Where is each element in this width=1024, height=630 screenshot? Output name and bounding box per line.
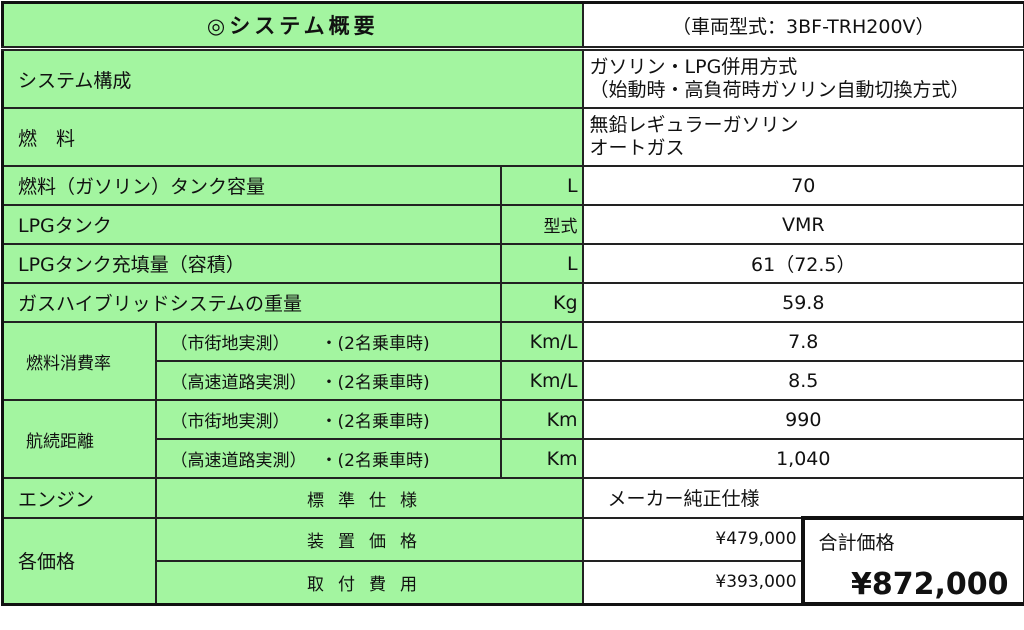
vehicle-model: （車両型式：3BF-TRH200V） bbox=[581, 1, 1024, 51]
lpg-fill-value: 61（72.5） bbox=[581, 243, 1024, 284]
lpg-fill-label: LPGタンク充填量（容積） bbox=[1, 243, 502, 284]
range-label: 航続距離 bbox=[1, 399, 157, 479]
fuel-label: 燃 料 bbox=[1, 107, 584, 167]
condition-type: （高速道路実測） bbox=[170, 373, 307, 393]
system-line2: （始動時・高負荷時ガソリン自動切換方式） bbox=[589, 79, 970, 101]
condition-type: （高速道路実測） bbox=[170, 451, 307, 471]
system-value: ガソリン・LPG併用方式 （始動時・高負荷時ガソリン自動切換方式） bbox=[581, 47, 1024, 109]
gas-tank-value: 70 bbox=[581, 165, 1024, 206]
lpg-tank-value: VMR bbox=[581, 204, 1024, 245]
gas-tank-label: 燃料（ガソリン）タンク容量 bbox=[1, 165, 502, 206]
fuel-value: 無鉛レギュラーガソリン オートガス bbox=[581, 107, 1024, 167]
condition-passengers: ・(2名乗車時) bbox=[320, 373, 430, 393]
consumption-unit: Km/L bbox=[499, 360, 584, 401]
weight-unit: Kg bbox=[499, 282, 584, 323]
system-line1: ガソリン・LPG併用方式 bbox=[589, 56, 798, 78]
weight-value: 59.8 bbox=[581, 282, 1024, 323]
condition-passengers: ・(2名乗車時) bbox=[320, 412, 430, 432]
system-overview-table: ◎システム概要 （車両型式：3BF-TRH200V） システム構成 ガソリン・L… bbox=[1, 1, 1024, 606]
consumption-highway: （高速道路実測） ・(2名乗車時) bbox=[154, 360, 502, 401]
consumption-city-value: 7.8 bbox=[581, 321, 1024, 362]
fuel-line1: 無鉛レギュラーガソリン bbox=[589, 114, 799, 136]
range-highway: （高速道路実測） ・(2名乗車時) bbox=[154, 438, 502, 479]
consumption-unit: Km/L bbox=[499, 321, 584, 362]
condition-type: （市街地実測） bbox=[170, 334, 290, 354]
lpg-fill-unit: L bbox=[499, 243, 584, 284]
price-label: 各価格 bbox=[1, 517, 157, 605]
install-cost-value: ¥393,000 bbox=[581, 559, 804, 606]
range-city-value: 990 bbox=[581, 399, 1024, 440]
gas-tank-unit: L bbox=[499, 165, 584, 206]
condition-passengers: ・(2名乗車時) bbox=[320, 334, 430, 354]
device-price-value: ¥479,000 bbox=[581, 517, 804, 562]
range-unit: Km bbox=[499, 399, 584, 440]
total-price-label: 合計価格 bbox=[818, 532, 895, 554]
weight-label: ガスハイブリッドシステムの重量 bbox=[1, 282, 502, 323]
consumption-city: （市街地実測） ・(2名乗車時) bbox=[154, 321, 502, 362]
lpg-tank-label: LPGタンク bbox=[1, 204, 502, 245]
device-price-label: 装置価格 bbox=[154, 517, 584, 562]
engine-label: エンジン bbox=[1, 477, 157, 519]
engine-value: メーカー純正仕様 bbox=[581, 477, 1024, 519]
fuel-line2: オートガス bbox=[589, 137, 685, 159]
consumption-label: 燃料消費率 bbox=[1, 321, 157, 401]
condition-passengers: ・(2名乗車時) bbox=[320, 451, 430, 471]
range-highway-value: 1,040 bbox=[581, 438, 1024, 479]
install-cost-label: 取付費用 bbox=[154, 559, 584, 606]
range-city: （市街地実測） ・(2名乗車時) bbox=[154, 399, 502, 440]
system-label: システム構成 bbox=[1, 47, 584, 109]
condition-type: （市街地実測） bbox=[170, 412, 290, 432]
lpg-tank-unit: 型式 bbox=[499, 204, 584, 245]
engine-spec: 標準仕様 bbox=[154, 477, 584, 519]
total-price: 合計価格 ¥872,000 bbox=[800, 516, 1024, 606]
table-title: ◎システム概要 bbox=[1, 1, 584, 51]
consumption-highway-value: 8.5 bbox=[581, 360, 1024, 401]
total-price-value: ¥872,000 bbox=[851, 567, 1009, 602]
range-unit: Km bbox=[499, 438, 584, 479]
